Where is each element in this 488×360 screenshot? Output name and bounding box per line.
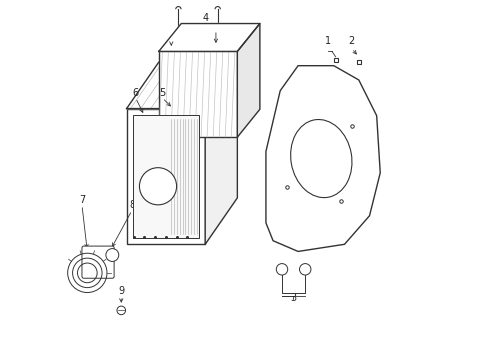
FancyBboxPatch shape xyxy=(126,109,205,244)
FancyBboxPatch shape xyxy=(159,51,237,137)
FancyBboxPatch shape xyxy=(133,115,198,238)
Circle shape xyxy=(299,264,310,275)
Text: 5: 5 xyxy=(159,88,165,98)
Text: 3: 3 xyxy=(290,293,296,303)
Polygon shape xyxy=(159,23,259,51)
Polygon shape xyxy=(237,23,259,137)
Circle shape xyxy=(117,306,125,315)
Polygon shape xyxy=(126,62,237,109)
Circle shape xyxy=(276,264,287,275)
Text: 2: 2 xyxy=(348,36,354,46)
Circle shape xyxy=(139,168,176,205)
Text: 7: 7 xyxy=(79,195,85,205)
Text: 8: 8 xyxy=(129,201,135,210)
Text: 6: 6 xyxy=(132,88,138,98)
FancyBboxPatch shape xyxy=(82,246,114,278)
Polygon shape xyxy=(205,62,237,244)
Text: 1: 1 xyxy=(325,36,331,46)
Ellipse shape xyxy=(290,120,351,198)
Text: 4: 4 xyxy=(202,13,208,23)
Polygon shape xyxy=(265,66,380,251)
Text: 9: 9 xyxy=(118,286,124,296)
Circle shape xyxy=(106,249,119,261)
